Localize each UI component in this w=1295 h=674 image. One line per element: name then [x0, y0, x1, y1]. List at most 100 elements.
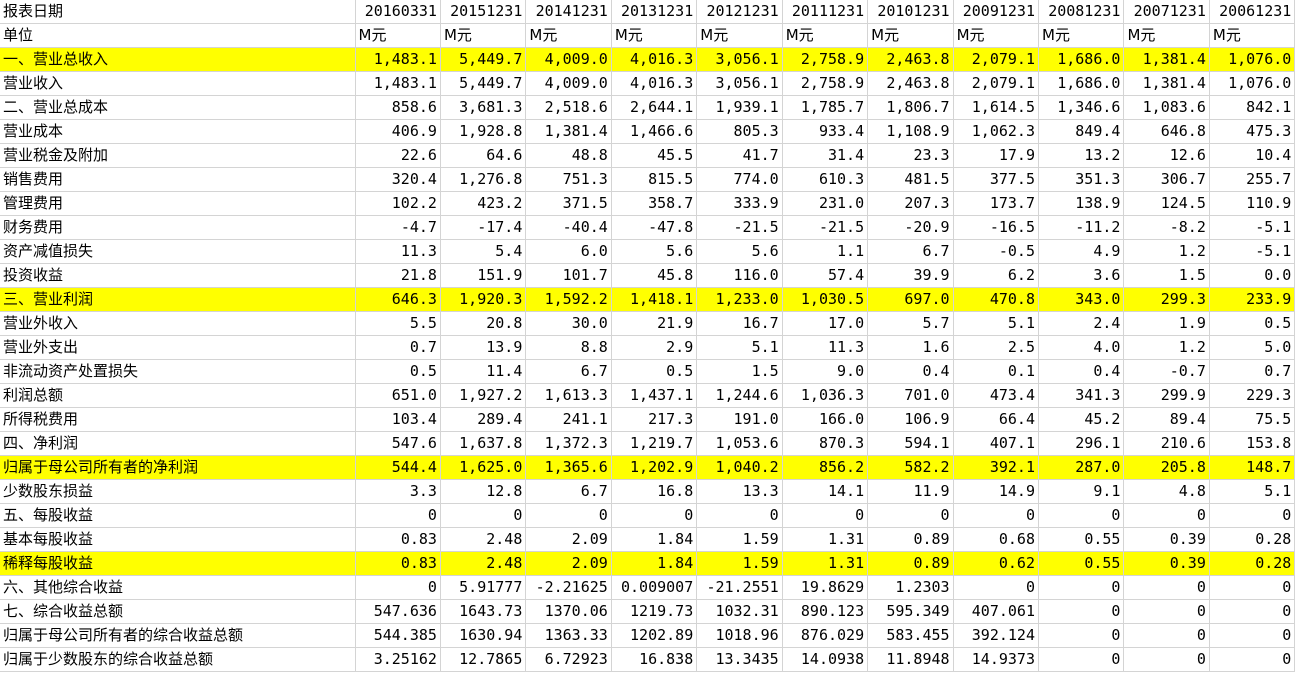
row-label-cell[interactable]: 基本每股收益 — [0, 527, 356, 552]
value-cell[interactable]: 2,463.8 — [867, 47, 954, 72]
value-cell[interactable]: 106.9 — [867, 407, 954, 432]
value-cell[interactable]: 45.5 — [611, 143, 698, 168]
value-cell[interactable]: 2.09 — [525, 551, 612, 576]
date-cell[interactable]: 20061231 — [1209, 0, 1295, 24]
value-cell[interactable]: 0.83 — [355, 551, 441, 576]
value-cell[interactable]: 933.4 — [782, 119, 869, 144]
value-cell[interactable]: 1,202.9 — [611, 455, 698, 480]
unit-cell[interactable]: M元 — [1038, 23, 1125, 48]
value-cell[interactable]: 287.0 — [1038, 455, 1125, 480]
value-cell[interactable]: -40.4 — [525, 215, 612, 240]
value-cell[interactable]: 1,219.7 — [611, 431, 698, 456]
value-cell[interactable]: 1363.33 — [525, 623, 612, 648]
value-cell[interactable]: 1202.89 — [611, 623, 698, 648]
value-cell[interactable]: 1,233.0 — [696, 287, 783, 312]
value-cell[interactable]: 233.9 — [1209, 287, 1295, 312]
row-label-cell[interactable]: 四、净利润 — [0, 431, 356, 456]
value-cell[interactable]: 6.72923 — [525, 647, 612, 672]
value-cell[interactable]: 594.1 — [867, 431, 954, 456]
value-cell[interactable]: 1,276.8 — [440, 167, 527, 192]
row-label-cell[interactable]: 五、每股收益 — [0, 503, 356, 528]
value-cell[interactable]: 351.3 — [1038, 167, 1125, 192]
value-cell[interactable]: 11.4 — [440, 359, 527, 384]
value-cell[interactable]: 1018.96 — [696, 623, 783, 648]
value-cell[interactable]: 45.8 — [611, 263, 698, 288]
value-cell[interactable]: 481.5 — [867, 167, 954, 192]
value-cell[interactable]: 16.7 — [696, 311, 783, 336]
value-cell[interactable]: 0 — [1123, 647, 1210, 672]
value-cell[interactable]: 2.48 — [440, 527, 527, 552]
value-cell[interactable]: 306.7 — [1123, 167, 1210, 192]
value-cell[interactable]: 1,372.3 — [525, 431, 612, 456]
value-cell[interactable]: 0 — [1209, 599, 1295, 624]
value-cell[interactable]: 3,056.1 — [696, 47, 783, 72]
value-cell[interactable]: 102.2 — [355, 191, 441, 216]
value-cell[interactable]: 21.9 — [611, 311, 698, 336]
value-cell[interactable]: 1,483.1 — [355, 47, 441, 72]
value-cell[interactable]: 1,686.0 — [1038, 47, 1125, 72]
value-cell[interactable]: 30.0 — [525, 311, 612, 336]
row-label-cell[interactable]: 归属于母公司所有者的综合收益总额 — [0, 623, 356, 648]
value-cell[interactable]: 751.3 — [525, 167, 612, 192]
value-cell[interactable]: 299.3 — [1123, 287, 1210, 312]
value-cell[interactable]: -17.4 — [440, 215, 527, 240]
value-cell[interactable]: 0 — [1209, 623, 1295, 648]
value-cell[interactable]: 5.1 — [953, 311, 1040, 336]
value-cell[interactable]: 0.62 — [953, 551, 1040, 576]
value-cell[interactable]: 11.9 — [867, 479, 954, 504]
value-cell[interactable]: 547.636 — [355, 599, 441, 624]
value-cell[interactable]: 1,466.6 — [611, 119, 698, 144]
row-label-cell[interactable]: 三、营业利润 — [0, 287, 356, 312]
value-cell[interactable]: 701.0 — [867, 383, 954, 408]
value-cell[interactable]: 0 — [525, 503, 612, 528]
value-cell[interactable]: 217.3 — [611, 407, 698, 432]
value-cell[interactable]: 0 — [1123, 599, 1210, 624]
value-cell[interactable]: 0 — [696, 503, 783, 528]
row-label-cell[interactable]: 六、其他综合收益 — [0, 575, 356, 600]
value-cell[interactable]: 0.55 — [1038, 527, 1125, 552]
value-cell[interactable]: 116.0 — [696, 263, 783, 288]
value-cell[interactable]: 3,056.1 — [696, 71, 783, 96]
unit-label-cell[interactable]: 单位 — [0, 23, 356, 48]
value-cell[interactable]: 1,785.7 — [782, 95, 869, 120]
value-cell[interactable]: 6.7 — [525, 359, 612, 384]
unit-cell[interactable]: M元 — [440, 23, 527, 48]
date-cell[interactable]: 20151231 — [440, 0, 527, 24]
unit-cell[interactable]: M元 — [953, 23, 1040, 48]
value-cell[interactable]: 0.28 — [1209, 551, 1295, 576]
value-cell[interactable]: 774.0 — [696, 167, 783, 192]
value-cell[interactable]: 890.123 — [782, 599, 869, 624]
value-cell[interactable]: 153.8 — [1209, 431, 1295, 456]
value-cell[interactable]: 13.2 — [1038, 143, 1125, 168]
unit-cell[interactable]: M元 — [355, 23, 441, 48]
value-cell[interactable]: 4.0 — [1038, 335, 1125, 360]
row-label-cell[interactable]: 所得税费用 — [0, 407, 356, 432]
value-cell[interactable]: 2,758.9 — [782, 47, 869, 72]
value-cell[interactable]: 0.5 — [611, 359, 698, 384]
value-cell[interactable]: 1.1 — [782, 239, 869, 264]
value-cell[interactable]: 0.39 — [1123, 527, 1210, 552]
row-label-cell[interactable]: 归属于母公司所有者的净利润 — [0, 455, 356, 480]
value-cell[interactable]: 1,806.7 — [867, 95, 954, 120]
value-cell[interactable]: 547.6 — [355, 431, 441, 456]
value-cell[interactable]: 1219.73 — [611, 599, 698, 624]
unit-cell[interactable]: M元 — [611, 23, 698, 48]
value-cell[interactable]: 191.0 — [696, 407, 783, 432]
value-cell[interactable]: 207.3 — [867, 191, 954, 216]
value-cell[interactable]: 1.5 — [696, 359, 783, 384]
value-cell[interactable]: 66.4 — [953, 407, 1040, 432]
value-cell[interactable]: 12.6 — [1123, 143, 1210, 168]
value-cell[interactable]: 1,613.3 — [525, 383, 612, 408]
value-cell[interactable]: 1,365.6 — [525, 455, 612, 480]
value-cell[interactable]: 16.8 — [611, 479, 698, 504]
value-cell[interactable]: 595.349 — [867, 599, 954, 624]
value-cell[interactable]: 392.1 — [953, 455, 1040, 480]
row-label-cell[interactable]: 少数股东损益 — [0, 479, 356, 504]
value-cell[interactable]: -0.7 — [1123, 359, 1210, 384]
value-cell[interactable]: 1,920.3 — [440, 287, 527, 312]
value-cell[interactable]: 10.4 — [1209, 143, 1295, 168]
row-label-cell[interactable]: 营业成本 — [0, 119, 356, 144]
value-cell[interactable]: 805.3 — [696, 119, 783, 144]
value-cell[interactable]: 1,437.1 — [611, 383, 698, 408]
value-cell[interactable]: 1,592.2 — [525, 287, 612, 312]
